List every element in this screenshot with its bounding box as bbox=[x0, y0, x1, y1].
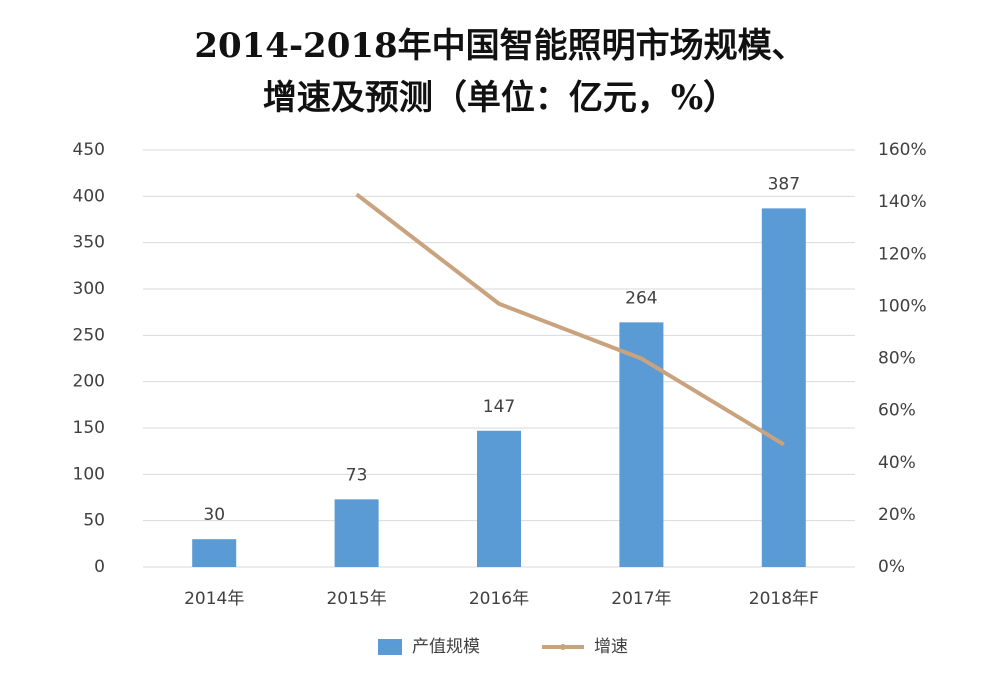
y2-tick-label: 120% bbox=[878, 244, 927, 264]
y2-tick-label: 20% bbox=[878, 505, 916, 525]
legend-marker bbox=[560, 644, 566, 650]
x-tick-label: 2014年 bbox=[184, 589, 244, 609]
y-tick-label: 200 bbox=[73, 372, 105, 392]
legend-swatch bbox=[378, 639, 402, 655]
bar bbox=[761, 208, 806, 567]
y-tick-label: 100 bbox=[73, 464, 105, 484]
y-tick-label: 350 bbox=[73, 233, 105, 253]
y2-tick-label: 160% bbox=[878, 140, 927, 160]
y2-tick-label: 40% bbox=[878, 453, 916, 473]
bar bbox=[334, 499, 379, 567]
chart-title: 2014-2018年中国智能照明市场规模、 bbox=[194, 26, 805, 66]
value-label: 387 bbox=[768, 174, 800, 194]
y-tick-label: 250 bbox=[73, 325, 105, 345]
y-tick-label: 400 bbox=[73, 186, 105, 206]
y-tick-label: 50 bbox=[83, 511, 105, 531]
x-tick-label: 2018年F bbox=[749, 589, 819, 609]
y2-tick-label: 0% bbox=[878, 557, 905, 577]
value-label: 147 bbox=[483, 397, 515, 417]
y-tick-label: 150 bbox=[73, 418, 105, 438]
x-tick-label: 2016年 bbox=[469, 589, 529, 609]
value-label: 264 bbox=[625, 288, 657, 308]
legend-label: 产值规模 bbox=[412, 637, 480, 657]
x-tick-label: 2017年 bbox=[611, 589, 671, 609]
bar bbox=[619, 322, 664, 567]
line bbox=[355, 192, 785, 447]
y2-tick-label: 80% bbox=[878, 349, 916, 369]
legend-label: 增速 bbox=[594, 637, 628, 657]
y2-tick-label: 140% bbox=[878, 192, 927, 212]
y2-tick-label: 60% bbox=[878, 401, 916, 421]
y-tick-label: 450 bbox=[73, 140, 105, 160]
chart-title: 增速及预测（单位：亿元，%） bbox=[263, 78, 737, 118]
y-tick-label: 300 bbox=[73, 279, 105, 299]
bar bbox=[192, 539, 237, 567]
x-tick-label: 2015年 bbox=[326, 589, 386, 609]
bar bbox=[477, 430, 521, 567]
value-label: 73 bbox=[346, 465, 368, 485]
y2-tick-label: 100% bbox=[878, 296, 927, 316]
y-tick-label: 0 bbox=[94, 557, 105, 577]
value-label: 30 bbox=[203, 505, 225, 525]
